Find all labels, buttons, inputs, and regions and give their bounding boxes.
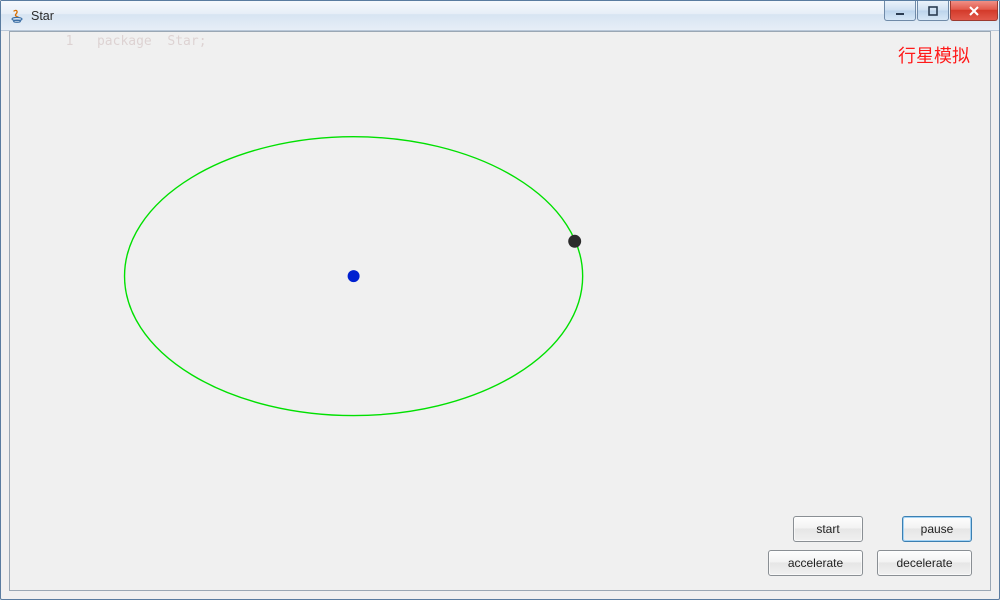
center-star bbox=[348, 270, 360, 282]
java-icon bbox=[9, 8, 25, 24]
app-window: Star 1 package Star; 行星模拟 bbox=[0, 0, 1000, 600]
decelerate-button[interactable]: decelerate bbox=[877, 550, 972, 576]
minimize-button[interactable] bbox=[884, 1, 916, 21]
start-button[interactable]: start bbox=[793, 516, 863, 542]
button-panel: start pause accelerate decelerate bbox=[768, 516, 972, 576]
titlebar[interactable]: Star bbox=[1, 1, 999, 31]
orbit-canvas bbox=[10, 32, 990, 590]
client-area: 1 package Star; 行星模拟 start pause acceler… bbox=[9, 31, 991, 591]
orbit-planet bbox=[568, 235, 581, 248]
maximize-button[interactable] bbox=[917, 1, 949, 21]
window-title: Star bbox=[31, 9, 54, 23]
pause-button[interactable]: pause bbox=[902, 516, 972, 542]
close-button[interactable] bbox=[950, 1, 998, 21]
window-controls bbox=[884, 1, 999, 23]
accelerate-button[interactable]: accelerate bbox=[768, 550, 863, 576]
